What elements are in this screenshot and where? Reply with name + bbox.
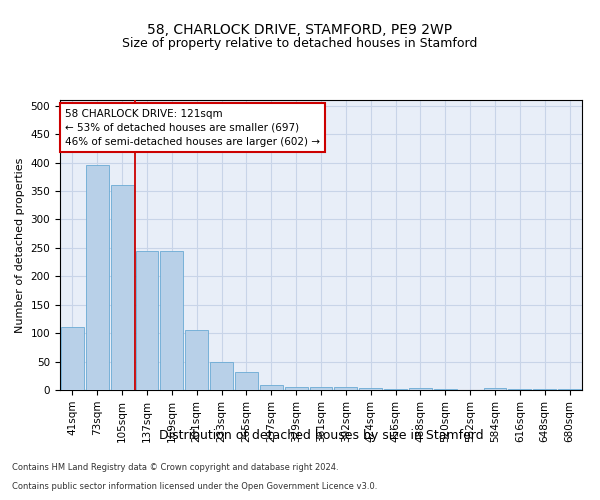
Bar (185, 330, 208, 390)
Bar (260, 385, 283, 390)
Bar (409, 388, 432, 390)
Text: 58, CHARLOCK DRIVE, STAMFORD, PE9 2WP: 58, CHARLOCK DRIVE, STAMFORD, PE9 2WP (148, 22, 452, 36)
Text: Contains HM Land Registry data © Crown copyright and database right 2024.: Contains HM Land Registry data © Crown c… (12, 464, 338, 472)
Y-axis label: Number of detached properties: Number of detached properties (15, 158, 25, 332)
Bar (334, 387, 357, 390)
Bar (210, 362, 233, 390)
Bar (160, 250, 183, 390)
Bar (61, 328, 84, 390)
Bar (111, 186, 134, 390)
Bar (136, 250, 158, 390)
Text: 58 CHARLOCK DRIVE: 121sqm
← 53% of detached houses are smaller (697)
46% of semi: 58 CHARLOCK DRIVE: 121sqm ← 53% of detac… (65, 108, 320, 146)
Bar (359, 388, 382, 390)
Bar (235, 372, 258, 390)
Text: Distribution of detached houses by size in Stamford: Distribution of detached houses by size … (158, 428, 484, 442)
Text: Size of property relative to detached houses in Stamford: Size of property relative to detached ho… (122, 38, 478, 51)
Bar (310, 387, 332, 390)
Text: Contains public sector information licensed under the Open Government Licence v3: Contains public sector information licen… (12, 482, 377, 491)
Bar (285, 386, 308, 390)
Bar (86, 166, 109, 390)
Bar (533, 389, 556, 390)
Bar (484, 388, 506, 390)
